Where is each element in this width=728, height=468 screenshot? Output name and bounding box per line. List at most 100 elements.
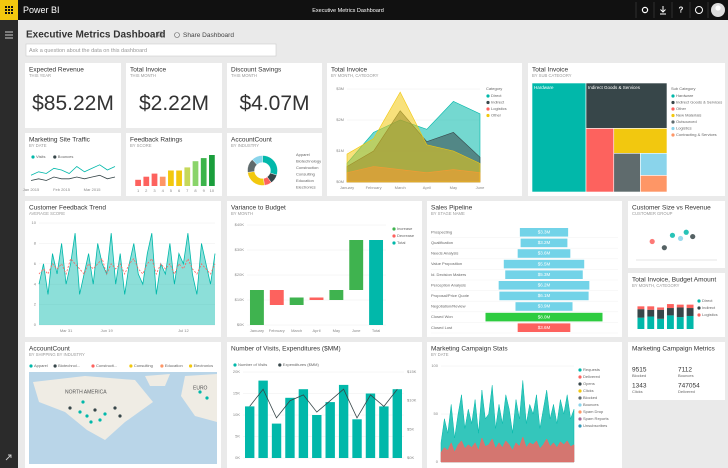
funnel-bar <box>520 238 568 248</box>
treemap-cell <box>613 128 668 154</box>
value-label: $3.6M <box>538 325 551 330</box>
bar <box>258 380 268 458</box>
bar <box>285 397 295 458</box>
y-tick-label: $0K <box>407 455 414 460</box>
funnel-bar <box>519 228 569 237</box>
map-point <box>68 406 72 410</box>
y-tick-label: 100 <box>431 363 438 368</box>
legend-marker <box>91 364 95 368</box>
metric-value: 747054 <box>678 383 700 390</box>
tile-subtitle: AVERAGE SCORE <box>29 211 65 216</box>
y-tick-label: 10K <box>233 412 240 417</box>
tile[interactable] <box>628 201 725 268</box>
bar <box>176 170 182 186</box>
stacked-bar <box>647 306 655 310</box>
x-tick-label: June <box>476 185 485 190</box>
waterfall-bar <box>309 297 324 300</box>
qa-placeholder: Ask a question about the data on this da… <box>29 48 147 54</box>
qa-box[interactable] <box>25 43 277 57</box>
legend-title: Sub Category <box>671 86 695 91</box>
y-tick-label: 0 <box>436 459 439 464</box>
legend-label: Logistics <box>491 106 507 111</box>
legend-label: Delivered <box>583 374 600 379</box>
legend-marker <box>578 396 582 400</box>
legend-marker <box>53 364 57 368</box>
legend-marker <box>697 306 701 310</box>
legend-marker <box>486 100 490 105</box>
tile-subtitle: THIS MONTH <box>231 73 257 78</box>
value-label: $3.2M <box>538 240 551 245</box>
y-tick-label: $30K <box>235 247 245 252</box>
settings-icon[interactable] <box>641 6 649 14</box>
y-tick-label: 50 <box>434 411 439 416</box>
legend-marker <box>578 375 582 379</box>
x-tick-label: April <box>423 185 431 190</box>
tile-subtitle: THIS YEAR <box>29 73 51 78</box>
y-tick-label: $40K <box>235 222 245 227</box>
legend-marker <box>578 382 582 386</box>
y-tick-label: 5K <box>235 434 240 439</box>
slice-label: Education <box>296 178 314 183</box>
legend-label: Indirect Goods & Services <box>676 100 722 105</box>
legend-label: Indirect <box>491 100 505 105</box>
share-dashboard[interactable]: Share Dashboard <box>183 32 234 39</box>
waterfall-bar <box>269 290 284 305</box>
legend-label: Other <box>676 106 687 111</box>
tile-subtitle: BY MONTH, CATEGORY <box>632 283 680 288</box>
map-point <box>81 400 85 404</box>
y-tick-label: $15K <box>407 369 417 374</box>
map-point <box>89 420 93 424</box>
tile-subtitle: BY STAGE NAME <box>431 211 465 216</box>
tile-subtitle: BY INDUSTRY <box>231 143 259 148</box>
legend-label: Bounces <box>583 402 599 407</box>
tile[interactable] <box>25 133 121 196</box>
y-tick-label: $0K <box>237 322 244 327</box>
x-tick-label: 7 <box>186 188 189 193</box>
legend-label: New Materials <box>676 113 701 118</box>
tile[interactable] <box>126 63 222 128</box>
metric-value: 1343 <box>632 383 647 390</box>
nav-expand[interactable] <box>5 454 12 461</box>
help-icon[interactable]: ? <box>679 6 684 15</box>
bar <box>352 419 362 458</box>
tile[interactable] <box>227 63 322 128</box>
tile-subtitle: THIS MONTH <box>130 73 156 78</box>
stage-label: Perception Analysis <box>431 282 466 287</box>
metric-value: 7112 <box>678 367 692 374</box>
legend-label: Education <box>165 363 183 368</box>
slice-label: Construction <box>296 165 318 170</box>
metric-label: Clicks <box>632 389 643 394</box>
x-tick-label: February <box>269 328 285 333</box>
feedback-icon[interactable] <box>695 6 703 14</box>
legend-title: Category <box>486 86 502 91</box>
map-point <box>85 414 89 418</box>
x-tick-label: 10 <box>210 188 215 193</box>
legend-label: Apparel <box>34 363 48 368</box>
tile[interactable] <box>25 63 121 128</box>
slice-label: Consulting <box>296 172 315 177</box>
legend-label: Clicks <box>583 388 594 393</box>
legend-marker <box>578 389 582 393</box>
tile[interactable] <box>628 342 725 400</box>
nav-menu[interactable] <box>5 31 13 39</box>
point <box>690 233 696 240</box>
download-icon[interactable] <box>660 6 666 15</box>
y-tick-label: 15K <box>233 391 240 396</box>
legend-marker <box>31 155 35 159</box>
x-tick-label: February <box>366 185 382 190</box>
legend-label: Electronics <box>194 363 214 368</box>
legend-label: Decrease <box>397 233 415 238</box>
kpi-value: $85.22M <box>32 92 114 115</box>
waterfall-bar <box>249 290 264 325</box>
x-tick-label: March <box>291 328 302 333</box>
stacked-bar <box>637 317 645 329</box>
waterfall-bar <box>329 290 344 300</box>
stage-label: Needs Analysis <box>431 251 458 256</box>
map-point <box>205 396 209 400</box>
stacked-bar <box>666 304 674 309</box>
funnel-bar <box>517 249 571 258</box>
legend-marker <box>486 107 490 111</box>
share-icon[interactable] <box>174 32 180 38</box>
stacked-bar <box>666 315 674 329</box>
legend-marker <box>160 364 164 368</box>
